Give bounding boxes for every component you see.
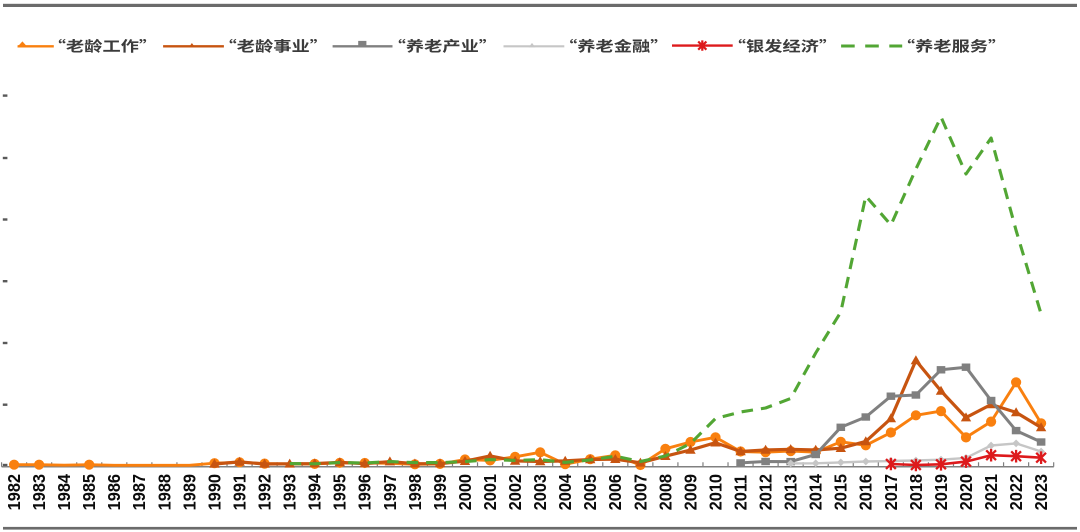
svg-text:2016: 2016	[856, 474, 876, 510]
svg-text:1998: 1998	[405, 474, 425, 510]
svg-text:2011: 2011	[731, 475, 751, 511]
svg-text:1997: 1997	[380, 474, 400, 510]
svg-text:1982: 1982	[4, 474, 24, 510]
svg-text:2007: 2007	[631, 474, 651, 510]
svg-text:2009: 2009	[681, 474, 701, 510]
svg-text:2014: 2014	[806, 473, 826, 510]
svg-text:2002: 2002	[505, 474, 525, 510]
svg-text:1990: 1990	[205, 474, 225, 510]
svg-text:1984: 1984	[55, 473, 75, 510]
svg-text:1993: 1993	[280, 474, 300, 510]
svg-text:2004: 2004	[556, 473, 576, 510]
svg-text:1986: 1986	[105, 474, 125, 510]
svg-text:1994: 1994	[305, 473, 325, 510]
svg-text:1996: 1996	[355, 474, 375, 510]
svg-text:1987: 1987	[130, 474, 150, 510]
svg-text:2021: 2021	[981, 474, 1001, 510]
svg-text:1988: 1988	[155, 474, 175, 510]
svg-text:2015: 2015	[831, 474, 851, 510]
svg-text:2019: 2019	[931, 474, 951, 510]
svg-text:1999: 1999	[430, 474, 450, 510]
svg-text:2013: 2013	[781, 474, 801, 510]
svg-text:2003: 2003	[531, 474, 551, 510]
svg-text:2018: 2018	[906, 474, 926, 510]
svg-text:1991: 1991	[230, 474, 250, 510]
svg-text:1992: 1992	[255, 474, 275, 510]
svg-text:2010: 2010	[706, 474, 726, 510]
svg-text:2012: 2012	[756, 474, 776, 510]
svg-text:1983: 1983	[29, 474, 49, 510]
svg-text:2017: 2017	[881, 474, 901, 510]
svg-text:2000: 2000	[455, 474, 475, 510]
svg-text:1985: 1985	[80, 474, 100, 510]
svg-text:1989: 1989	[180, 474, 200, 510]
svg-text:2008: 2008	[656, 474, 676, 510]
svg-text:2022: 2022	[1006, 474, 1026, 510]
svg-text:2001: 2001	[480, 474, 500, 510]
svg-text:1995: 1995	[330, 474, 350, 510]
svg-text:2005: 2005	[581, 474, 601, 510]
svg-text:2006: 2006	[606, 474, 626, 510]
svg-text:2023: 2023	[1031, 474, 1051, 510]
svg-text:2020: 2020	[956, 474, 976, 510]
